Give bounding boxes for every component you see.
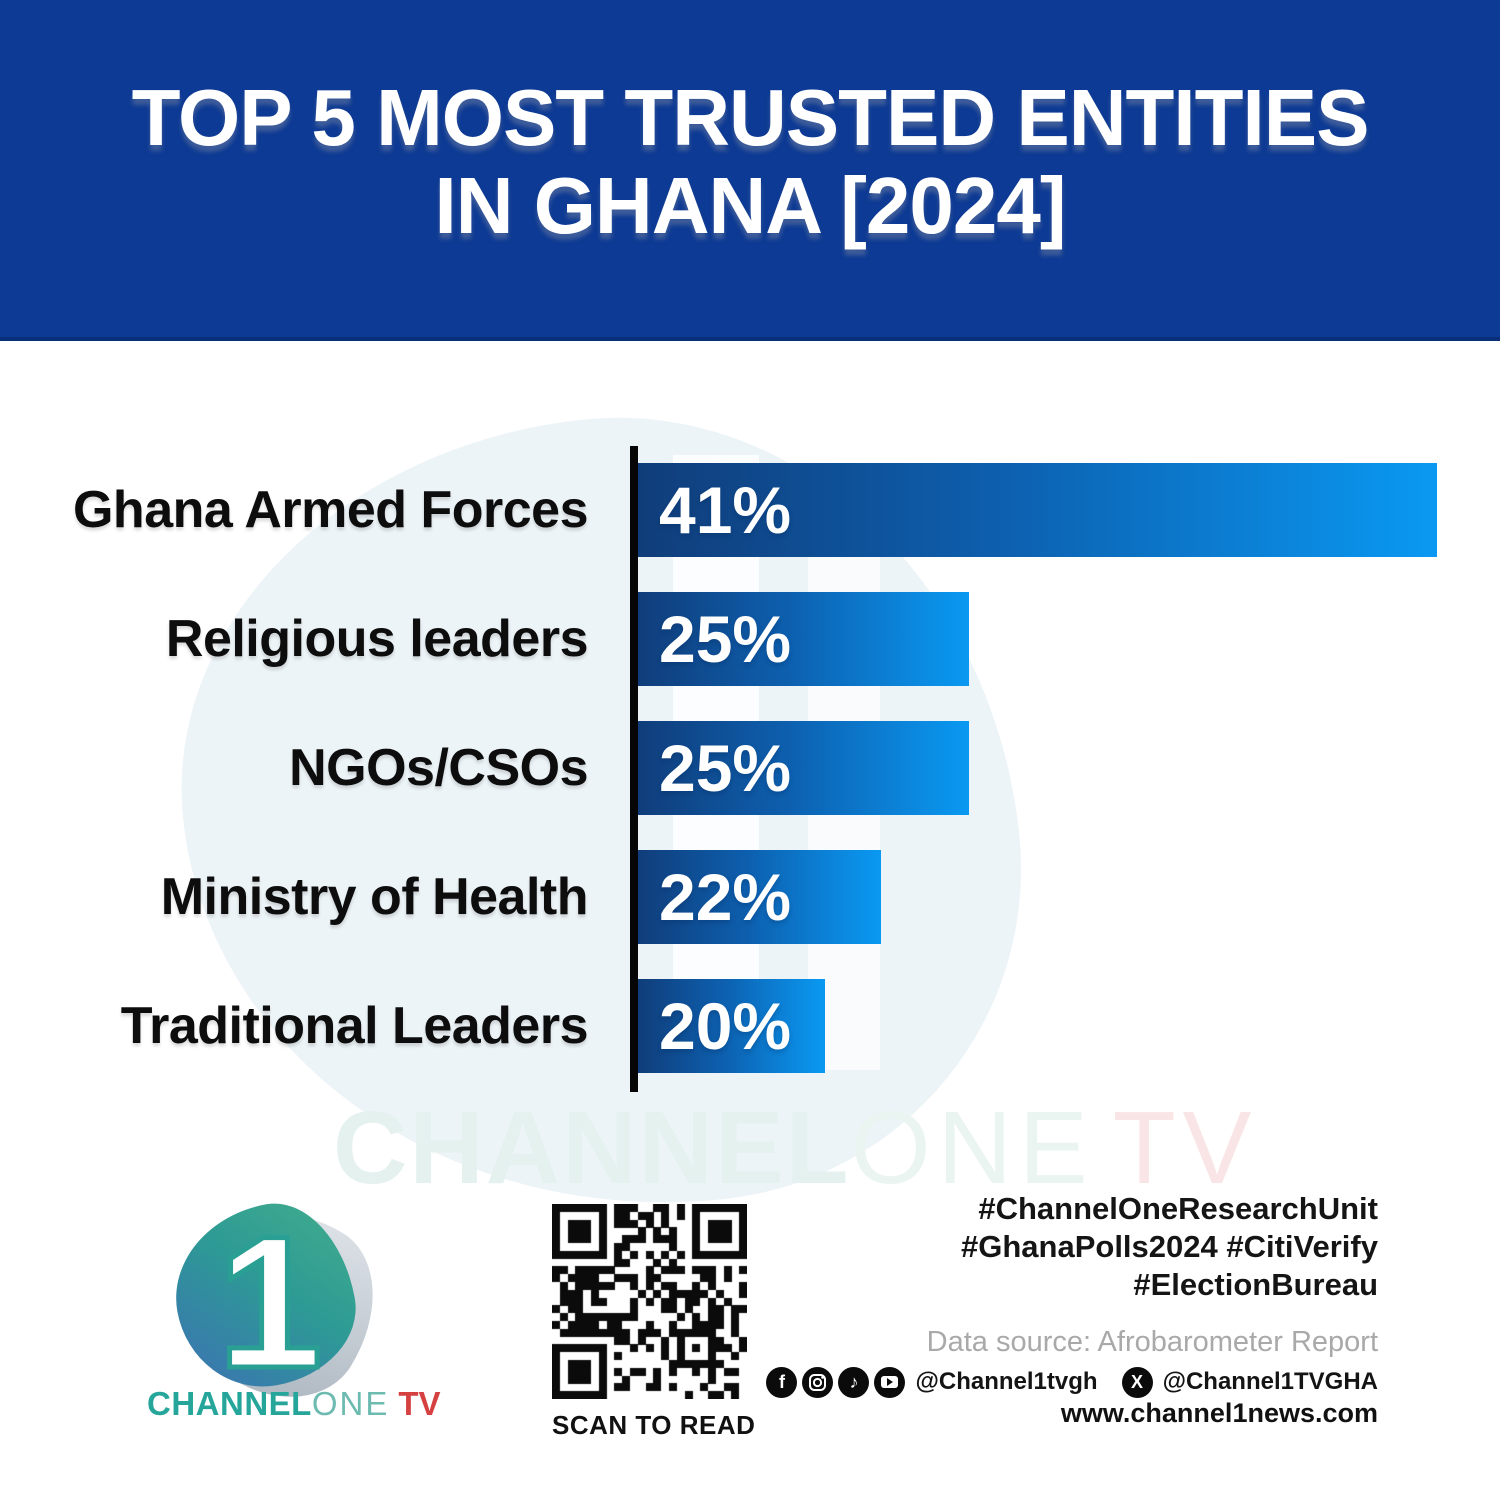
page-title-line1: TOP 5 MOST TRUSTED ENTITIES bbox=[131, 73, 1370, 162]
qr-code bbox=[552, 1204, 747, 1399]
tiktok-glyph: ♪ bbox=[849, 1372, 859, 1392]
chart-row: NGOs/CSOs 25% bbox=[0, 721, 1500, 815]
bar-ghana-armed-forces: 41% bbox=[638, 463, 1437, 557]
hashtag-block: #ChannelOneResearchUnit #GhanaPolls2024 … bbox=[961, 1190, 1378, 1304]
x-glyph: X bbox=[1131, 1372, 1144, 1392]
social-icon-group: f ♪ bbox=[766, 1366, 906, 1398]
bar-value-label: 22% bbox=[659, 860, 792, 934]
hashtag-line-2: #GhanaPolls2024 #CitiVerify bbox=[961, 1229, 1378, 1264]
logo-word-channel: CHANNEL bbox=[147, 1385, 312, 1422]
chart-row: Religious leaders 25% bbox=[0, 592, 1500, 686]
category-label: Traditional Leaders bbox=[120, 997, 589, 1055]
qr-code-block: SCAN TO READ bbox=[552, 1204, 756, 1441]
bar-ministry-of-health: 22% bbox=[638, 850, 881, 944]
bar-ngos-csos: 25% bbox=[638, 721, 969, 815]
category-label: Religious leaders bbox=[165, 610, 589, 668]
logo-word-one: ONE bbox=[311, 1385, 390, 1422]
hashtag-line-1: #ChannelOneResearchUnit bbox=[978, 1191, 1378, 1226]
channel-one-tv-logo: 1 CHANNELONE TV bbox=[140, 1177, 441, 1435]
page-title: TOP 5 MOST TRUSTED ENTITIES IN GHANA [20… bbox=[0, 74, 1500, 250]
instagram-icon bbox=[802, 1366, 834, 1398]
x-icon: X bbox=[1121, 1366, 1153, 1398]
category-label: NGOs/CSOs bbox=[289, 739, 588, 797]
header-banner: TOP 5 MOST TRUSTED ENTITIES IN GHANA [20… bbox=[0, 0, 1500, 341]
hashtag-line-3: #ElectionBureau bbox=[1133, 1267, 1378, 1302]
bar-value-label: 41% bbox=[659, 473, 792, 547]
watermark-channel-one-tv: CHANNELONE TV bbox=[333, 1093, 1258, 1203]
bar-value-label: 25% bbox=[659, 602, 792, 676]
bar-traditional-leaders: 20% bbox=[638, 979, 825, 1073]
qr-label: SCAN TO READ bbox=[552, 1410, 756, 1440]
chart-axis-line bbox=[630, 446, 638, 1092]
facebook-glyph: f bbox=[778, 1372, 785, 1392]
social-handle-main: @Channel1tvgh bbox=[915, 1368, 1098, 1395]
bar-religious-leaders: 25% bbox=[638, 592, 969, 686]
chart-row: Ghana Armed Forces 41% bbox=[0, 463, 1500, 557]
data-source-note: Data source: Afrobarometer Report bbox=[926, 1326, 1378, 1358]
page-title-line2: IN GHANA [2024] bbox=[434, 161, 1066, 250]
website-url: www.channel1news.com bbox=[1060, 1398, 1378, 1428]
chart-row: Ministry of Health 22% bbox=[0, 850, 1500, 944]
logo-word-tv: TV bbox=[398, 1385, 441, 1422]
bar-chart: Ghana Armed Forces 41% Religious leaders… bbox=[0, 463, 1500, 1108]
tiktok-icon: ♪ bbox=[838, 1366, 870, 1398]
logo-wordmark: CHANNELONE TV bbox=[147, 1386, 441, 1422]
bar-value-label: 20% bbox=[659, 989, 792, 1063]
category-label: Ministry of Health bbox=[160, 868, 589, 926]
logo-one-glyph: 1 bbox=[215, 1197, 325, 1407]
social-media-row: f ♪ @Channel1tvgh X @Channel1TVGHA bbox=[766, 1360, 1378, 1404]
bar-value-label: 25% bbox=[659, 731, 792, 805]
social-handle-x: @Channel1TVGHA bbox=[1162, 1368, 1378, 1395]
watermark-tv: TV bbox=[1112, 1090, 1259, 1205]
facebook-icon: f bbox=[766, 1366, 798, 1398]
watermark-one: ONE bbox=[850, 1090, 1095, 1205]
chart-row: Traditional Leaders 20% bbox=[0, 979, 1500, 1073]
youtube-icon bbox=[874, 1366, 906, 1398]
watermark-channel: CHANNEL bbox=[333, 1090, 851, 1205]
category-label: Ghana Armed Forces bbox=[72, 481, 589, 539]
